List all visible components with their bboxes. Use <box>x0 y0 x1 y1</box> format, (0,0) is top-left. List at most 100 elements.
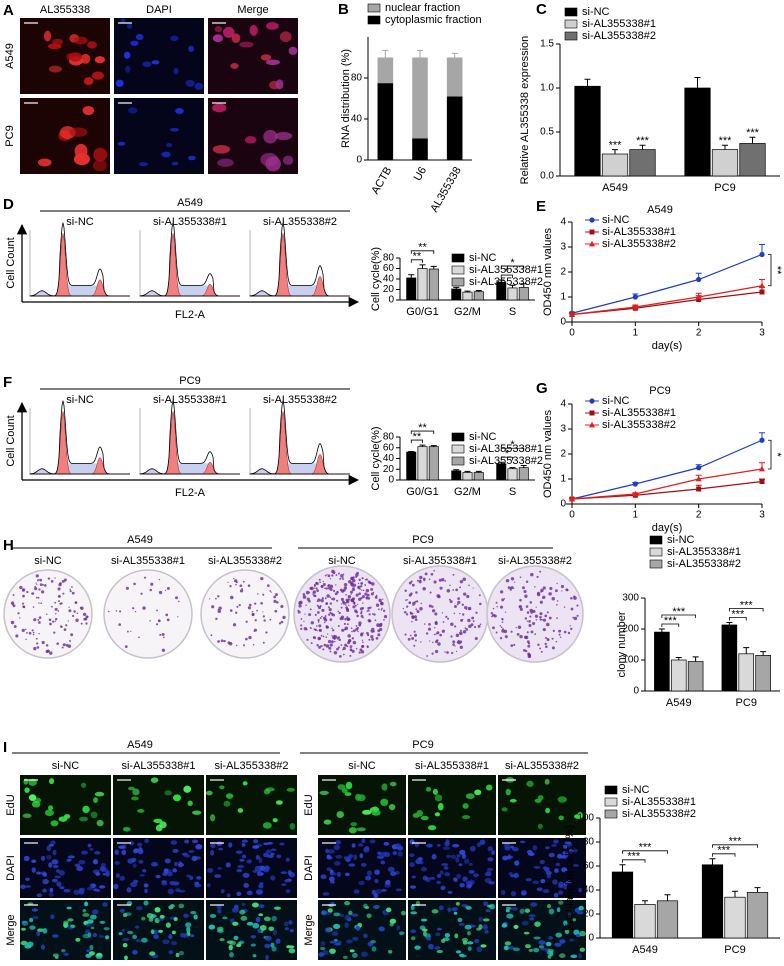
micrograph <box>318 775 406 835</box>
colony <box>175 596 179 600</box>
colony <box>420 602 423 605</box>
cell <box>371 946 377 952</box>
cell <box>485 909 491 913</box>
y-tick-label: 4 <box>560 399 566 410</box>
y-tick-label: 1 <box>560 474 566 485</box>
colony <box>327 574 331 578</box>
colony <box>404 589 407 592</box>
colony <box>323 643 327 647</box>
colony <box>235 583 237 586</box>
colony <box>375 594 378 597</box>
legend-swatch <box>451 253 465 263</box>
colony <box>358 597 362 601</box>
cell <box>564 841 572 845</box>
colony <box>248 635 252 640</box>
colony <box>314 628 317 631</box>
colony <box>42 583 44 586</box>
cell <box>219 938 225 942</box>
significance-bracket <box>410 250 435 254</box>
cell <box>170 35 179 42</box>
sample-label: si-AL355338#1 <box>153 216 227 228</box>
colony <box>413 644 416 647</box>
colony <box>519 576 522 579</box>
cell <box>265 954 269 961</box>
error-bar <box>430 265 437 270</box>
cell <box>167 888 175 895</box>
colony <box>60 625 63 628</box>
colony <box>340 597 344 602</box>
colony <box>446 589 451 593</box>
colony <box>352 576 354 578</box>
cell <box>231 33 241 44</box>
bar <box>738 653 755 692</box>
significance-label: ** <box>418 242 427 254</box>
cell <box>275 938 281 944</box>
colony <box>238 603 241 607</box>
cell <box>121 928 126 932</box>
cell <box>79 816 89 822</box>
cell <box>36 893 42 898</box>
colony <box>535 606 537 608</box>
cell <box>426 843 433 848</box>
colony <box>529 608 533 613</box>
colony <box>501 617 504 621</box>
marker <box>589 217 595 223</box>
error-bar <box>417 49 423 58</box>
bar <box>574 85 601 177</box>
colony <box>35 596 38 599</box>
colony <box>539 600 543 604</box>
cell <box>410 911 418 915</box>
cell <box>487 857 494 862</box>
cell <box>459 883 465 888</box>
colony <box>472 587 474 589</box>
colony <box>433 627 436 629</box>
colony <box>12 605 15 608</box>
y-tick-label: 3 <box>560 424 566 435</box>
micrograph <box>206 838 297 898</box>
cell <box>569 938 574 942</box>
colony <box>84 617 88 621</box>
cell <box>210 843 216 849</box>
legend-swatch <box>451 265 465 275</box>
colony <box>529 615 532 618</box>
colony <box>316 644 319 647</box>
colony <box>418 580 422 584</box>
cell <box>532 845 538 851</box>
cell <box>82 909 87 913</box>
cell <box>150 929 155 935</box>
legend-label: si-NC <box>469 431 497 443</box>
cell <box>486 867 494 872</box>
cell <box>387 866 395 872</box>
sample-label: si-AL355338#2 <box>263 394 337 406</box>
colony <box>523 635 528 639</box>
cell <box>329 948 336 954</box>
chart-title: A549 <box>647 204 673 216</box>
colony <box>133 582 136 586</box>
colony <box>323 621 326 624</box>
cell <box>23 855 30 862</box>
micrograph <box>408 775 496 835</box>
cell <box>78 889 85 895</box>
cell <box>114 849 120 855</box>
cell <box>96 952 103 957</box>
micrograph <box>408 838 496 898</box>
cell <box>397 851 403 857</box>
colony <box>329 643 333 647</box>
colony <box>554 589 558 593</box>
colony <box>239 589 244 593</box>
x-tick-label: 3 <box>759 328 765 339</box>
y-tick-label: 40 <box>383 453 395 464</box>
colony <box>346 616 349 619</box>
colony <box>507 586 511 590</box>
colony <box>119 610 122 613</box>
cell <box>527 849 533 855</box>
error-bar <box>382 49 389 58</box>
colony <box>318 578 321 581</box>
significance-bracket <box>500 265 525 270</box>
cell <box>242 781 248 786</box>
cell <box>113 883 119 890</box>
colony <box>532 622 536 626</box>
cell <box>282 155 294 165</box>
cell <box>167 871 173 877</box>
error-bar <box>760 651 767 656</box>
